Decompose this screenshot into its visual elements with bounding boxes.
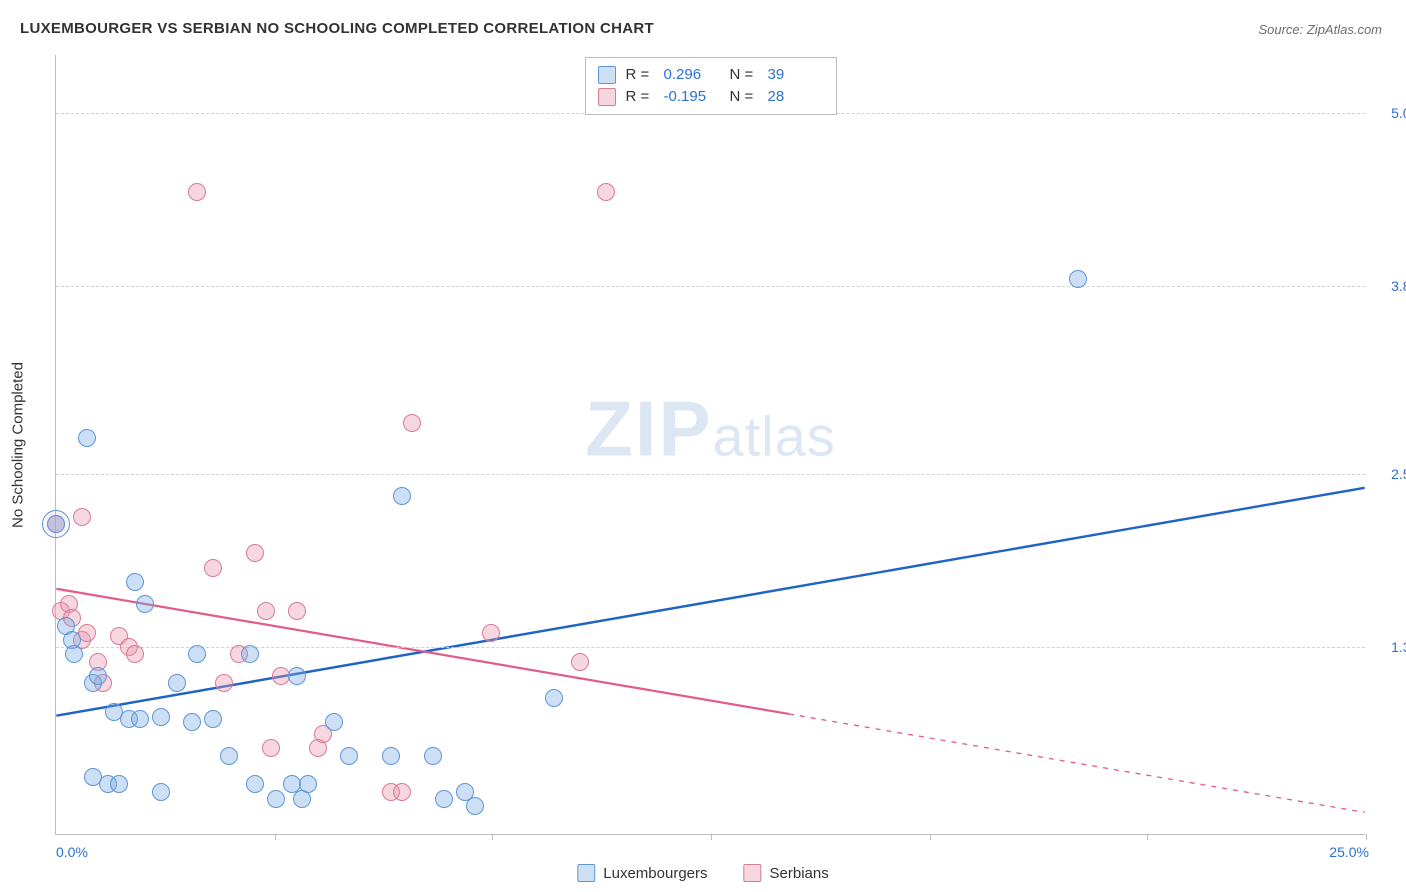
x-tick: [1366, 834, 1367, 840]
series-name-lux: Luxembourgers: [603, 865, 707, 882]
scatter-point-lux: [89, 667, 107, 685]
scatter-point-ser: [78, 624, 96, 642]
correlation-legend-row-lux: R = 0.296 N = 39: [598, 64, 824, 86]
r-label: R =: [626, 64, 654, 86]
scatter-point-lux: [220, 747, 238, 765]
scatter-point-lux: [131, 710, 149, 728]
regression-line-lux: [56, 488, 1364, 716]
scatter-point-lux: [325, 713, 343, 731]
scatter-point-ser: [215, 674, 233, 692]
scatter-point-lux: [152, 783, 170, 801]
x-tick: [711, 834, 712, 840]
scatter-point-lux: [65, 645, 83, 663]
scatter-point-lux: [188, 645, 206, 663]
scatter-point-lux: [136, 595, 154, 613]
x-tick: [492, 834, 493, 840]
scatter-point-lux: [1069, 270, 1087, 288]
scatter-point-lux: [466, 797, 484, 815]
scatter-point-lux: [382, 747, 400, 765]
swatch-ser: [598, 88, 616, 106]
n-label: N =: [730, 86, 758, 108]
scatter-point-lux: [168, 674, 186, 692]
x-axis-max-label: 25.0%: [1329, 844, 1369, 860]
correlation-legend-row-ser: R = -0.195 N = 28: [598, 86, 824, 108]
regression-lines-layer: [56, 55, 1365, 834]
series-legend: Luxembourgers Serbians: [577, 864, 828, 882]
scatter-point-lux: [246, 775, 264, 793]
y-tick-label: 1.3%: [1373, 639, 1406, 655]
scatter-point-ser: [288, 602, 306, 620]
r-value-ser: -0.195: [664, 86, 720, 108]
x-tick: [1147, 834, 1148, 840]
source-credit: Source: ZipAtlas.com: [1258, 22, 1382, 37]
scatter-point-lux: [288, 667, 306, 685]
scatter-point-ser: [262, 739, 280, 757]
scatter-point-lux: [204, 710, 222, 728]
swatch-ser: [744, 864, 762, 882]
scatter-point-lux: [340, 747, 358, 765]
swatch-lux: [577, 864, 595, 882]
swatch-lux: [598, 66, 616, 84]
scatter-point-ser: [571, 653, 589, 671]
scatter-point-lux: [393, 487, 411, 505]
series-name-ser: Serbians: [770, 865, 829, 882]
scatter-point-ser: [188, 183, 206, 201]
scatter-point-lux: [241, 645, 259, 663]
y-tick-label: 3.8%: [1373, 278, 1406, 294]
scatter-point-lux: [126, 573, 144, 591]
n-label: N =: [730, 64, 758, 86]
regression-line-ser-dashed: [789, 714, 1365, 812]
scatter-point-ser: [257, 602, 275, 620]
scatter-point-lux: [424, 747, 442, 765]
scatter-point-lux: [152, 708, 170, 726]
x-axis-min-label: 0.0%: [56, 844, 88, 860]
correlation-legend: R = 0.296 N = 39 R = -0.195 N = 28: [585, 57, 837, 115]
scatter-point-lux: [110, 775, 128, 793]
y-tick-label: 5.0%: [1373, 105, 1406, 121]
r-value-lux: 0.296: [664, 64, 720, 86]
series-legend-item-lux: Luxembourgers: [577, 864, 707, 882]
scatter-point-lux: [299, 775, 317, 793]
n-value-ser: 28: [768, 86, 824, 108]
scatter-point-ser: [403, 414, 421, 432]
gridline: [56, 286, 1365, 287]
scatter-point-ser: [73, 508, 91, 526]
scatter-point-lux: [435, 790, 453, 808]
n-value-lux: 39: [768, 64, 824, 86]
y-axis-label: No Schooling Completed: [10, 362, 27, 528]
series-legend-item-ser: Serbians: [744, 864, 829, 882]
scatter-point-ser: [597, 183, 615, 201]
x-tick: [930, 834, 931, 840]
scatter-point-lux: [78, 429, 96, 447]
scatter-point-lux: [545, 689, 563, 707]
scatter-point-ser: [246, 544, 264, 562]
scatter-point-ser: [482, 624, 500, 642]
y-tick-label: 2.5%: [1373, 466, 1406, 482]
scatter-point-ser: [204, 559, 222, 577]
chart-title: LUXEMBOURGER VS SERBIAN NO SCHOOLING COM…: [20, 20, 654, 37]
scatter-point-lux: [267, 790, 285, 808]
r-label: R =: [626, 86, 654, 108]
scatter-plot-area: ZIPatlas No Schooling Completed R = 0.29…: [55, 55, 1365, 835]
scatter-point-ser: [126, 645, 144, 663]
x-tick: [275, 834, 276, 840]
gridline: [56, 474, 1365, 475]
scatter-point-highlight: [42, 510, 70, 538]
scatter-point-lux: [183, 713, 201, 731]
scatter-point-ser: [393, 783, 411, 801]
